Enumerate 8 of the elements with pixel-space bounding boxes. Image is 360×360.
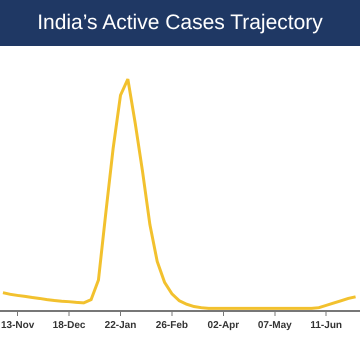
x-tick-label: 18-Dec xyxy=(52,320,86,331)
x-tick-label: 07-May xyxy=(258,320,292,331)
x-tick-label: 13-Nov xyxy=(0,320,35,331)
x-tick-label: 11-Jun xyxy=(310,320,342,331)
chart-title: India’s Active Cases Trajectory xyxy=(0,0,360,46)
x-tick-label: 02-Apr xyxy=(208,320,240,331)
x-tick-label: 26-Feb xyxy=(156,320,188,331)
x-tick-label: 22-Jan xyxy=(104,320,136,331)
